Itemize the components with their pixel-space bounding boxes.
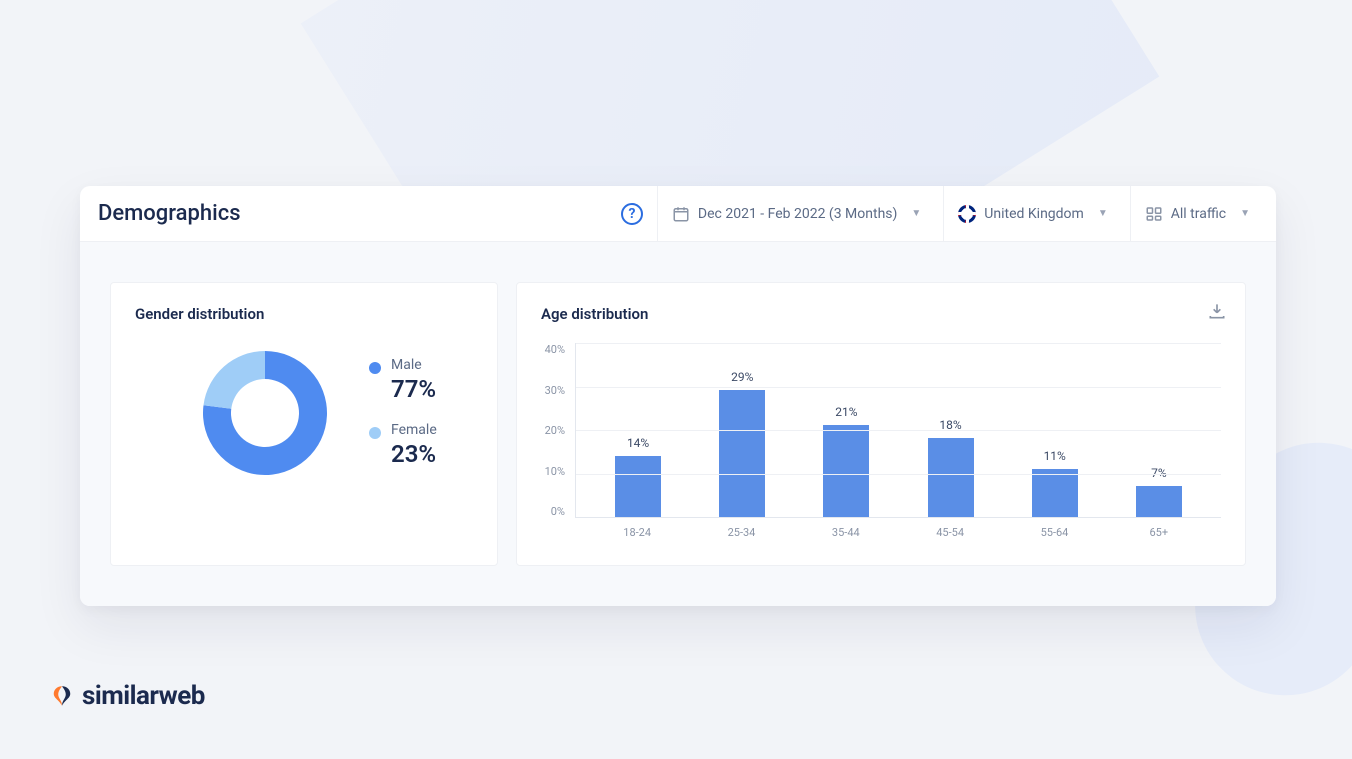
legend-label: Male	[391, 358, 436, 373]
date-range-picker[interactable]: Dec 2021 - Feb 2022 (3 Months) ▼	[657, 186, 935, 242]
bar-value-label: 11%	[1044, 449, 1066, 463]
gridline	[576, 387, 1221, 388]
bar-group: 21%	[816, 405, 876, 517]
chevron-down-icon: ▼	[1098, 208, 1108, 219]
donut-slice	[203, 351, 265, 409]
legend-dot	[369, 362, 381, 374]
uk-flag-icon	[958, 205, 976, 223]
traffic-icon	[1145, 205, 1163, 223]
country-label: United Kingdom	[984, 206, 1084, 222]
chevron-down-icon: ▼	[1240, 208, 1250, 219]
bar-group: 29%	[712, 370, 772, 517]
chevron-down-icon: ▼	[911, 208, 921, 219]
brand-name: similarweb	[82, 681, 205, 711]
age-card-title: Age distribution	[541, 305, 1221, 323]
bar-group: 14%	[608, 436, 668, 517]
legend-value: 77%	[391, 375, 436, 403]
legend-item: Male 77%	[369, 358, 437, 403]
bar	[615, 456, 661, 517]
bar	[1032, 469, 1078, 517]
bar	[823, 425, 869, 517]
gender-legend: Male 77% Female 23%	[369, 358, 437, 469]
download-icon[interactable]	[1207, 301, 1227, 321]
legend-dot	[369, 427, 381, 439]
legend-label: Female	[391, 423, 437, 438]
calendar-icon	[672, 205, 690, 223]
date-range-label: Dec 2021 - Feb 2022 (3 Months)	[698, 206, 897, 222]
bar	[719, 390, 765, 517]
y-tick-label: 20%	[541, 424, 565, 437]
age-plot-area: 14%29%21%18%11%7%	[575, 343, 1221, 518]
age-distribution-card: Age distribution 40% 30% 20% 10% 0% 14% 29% 21…	[516, 282, 1246, 566]
legend-item: Female 23%	[369, 423, 437, 468]
gender-distribution-card: Gender distribution Male 77% Female 23%	[110, 282, 498, 566]
bar-value-label: 29%	[731, 370, 753, 384]
x-tick-label: 45-54	[920, 526, 980, 539]
brand-logo: similarweb	[50, 681, 205, 711]
panel-header: Demographics ? Dec 2021 - Feb 2022 (3 Mo…	[80, 186, 1276, 242]
x-tick-label: 25-34	[711, 526, 771, 539]
bar-value-label: 14%	[627, 436, 649, 450]
bar-value-label: 21%	[835, 405, 857, 419]
gridline	[576, 343, 1221, 344]
traffic-filter-picker[interactable]: All traffic ▼	[1130, 186, 1264, 242]
brand-mark-icon	[50, 684, 74, 708]
x-tick-label: 55-64	[1024, 526, 1084, 539]
bar	[1136, 486, 1182, 517]
y-tick-label: 40%	[541, 343, 565, 356]
gender-card-title: Gender distribution	[135, 305, 473, 323]
bar	[928, 438, 974, 517]
legend-value: 23%	[391, 440, 437, 468]
x-tick-label: 18-24	[607, 526, 667, 539]
country-picker[interactable]: United Kingdom ▼	[943, 186, 1121, 242]
y-tick-label: 10%	[541, 465, 565, 478]
traffic-label: All traffic	[1171, 206, 1226, 222]
demographics-panel: Demographics ? Dec 2021 - Feb 2022 (3 Mo…	[80, 186, 1276, 606]
gridline	[576, 474, 1221, 475]
age-bar-chart: 40%30%20%10%0% 14%29%21%18%11%7%	[541, 343, 1221, 518]
panel-body: Gender distribution Male 77% Female 23% Age…	[80, 242, 1276, 606]
bar-group: 18%	[921, 418, 981, 517]
x-tick-label: 65+	[1129, 526, 1189, 539]
page-title: Demographics	[98, 201, 241, 226]
y-tick-label: 0%	[541, 505, 565, 518]
help-icon[interactable]: ?	[621, 203, 643, 225]
age-y-axis: 40% 30% 20% 10% 0%	[541, 343, 575, 518]
bar-group: 11%	[1025, 449, 1085, 517]
y-tick-label: 30%	[541, 384, 565, 397]
gridline	[576, 430, 1221, 431]
gender-donut-chart	[195, 343, 335, 483]
x-tick-label: 35-44	[816, 526, 876, 539]
age-x-axis: 18-24 25-34 35-44 45-54 55-64 65+	[575, 518, 1221, 539]
